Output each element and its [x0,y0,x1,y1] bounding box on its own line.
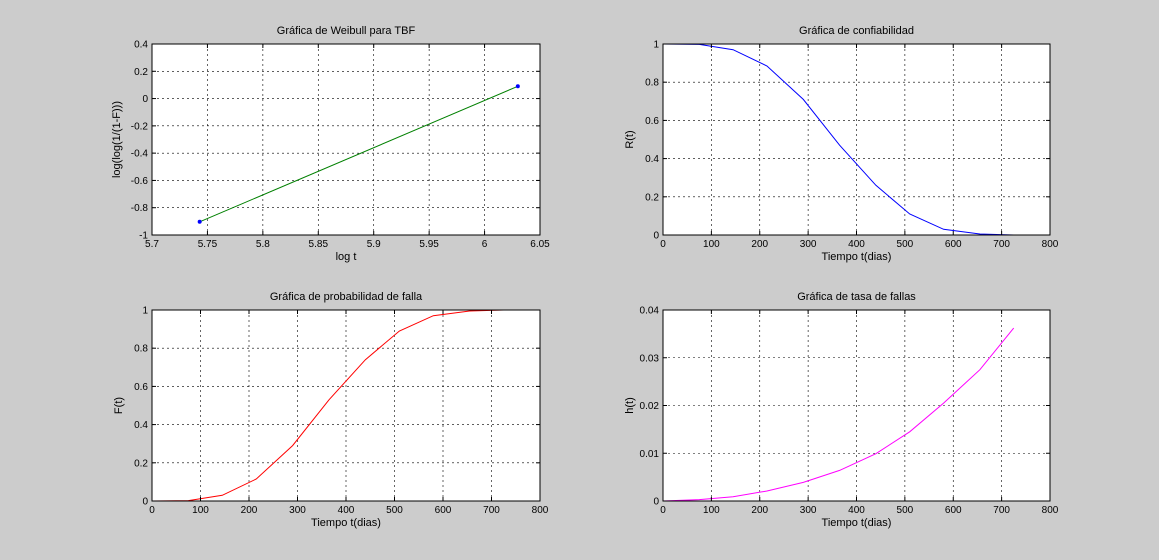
chart-failure_rate: 0 100 200 300 400 500 600 700 800 0 0.01 0.02 0.03 0.… [624,291,1059,529]
data-point [515,84,520,89]
x-tick-label: 800 [1042,239,1059,250]
y-tick-label: 0.4 [134,420,148,431]
x-tick-label: 200 [241,505,258,516]
x-tick-label: 700 [483,505,500,516]
y-tick-label: 0.4 [134,40,148,51]
series-line [199,85,518,223]
y-tick-label: 0.4 [645,154,659,165]
y-tick-label: -0.4 [131,149,149,160]
y-axis-label: h(t) [624,397,636,414]
y-tick-label: 0.03 [640,353,660,364]
x-tick-label: 600 [945,239,962,250]
x-axis-label: log t [336,251,357,263]
x-tick-label: 5.9 [367,239,381,250]
y-tick-label: 0 [142,94,148,105]
y-tick-label: 0.2 [134,458,148,469]
y-tick-label: -1 [139,231,148,242]
x-tick-label: 6.05 [530,239,550,250]
x-tick-label: 400 [338,505,355,516]
x-tick-label: 5.95 [419,239,439,250]
x-tick-label: 400 [848,239,865,250]
x-tick-label: 0 [660,505,666,516]
x-tick-label: 500 [897,505,914,516]
y-tick-label: 0 [142,497,148,508]
y-tick-label: 0.04 [640,306,660,317]
x-tick-label: 300 [800,505,817,516]
x-tick-label: 800 [532,505,549,516]
x-tick-label: 5.75 [198,239,218,250]
series-line [662,43,1014,236]
y-tick-label: 0.02 [640,401,660,412]
chart-title: Gráfica de probabilidad de falla [270,291,423,303]
x-tick-label: 200 [751,239,768,250]
y-tick-label: 0.6 [645,116,659,127]
y-tick-label: 0.8 [134,344,148,355]
x-tick-label: 400 [848,505,865,516]
y-axis-label: log(log(1/(1-F))) [111,101,123,178]
x-tick-label: 500 [897,239,914,250]
x-tick-label: 5.8 [256,239,270,250]
x-tick-label: 700 [993,505,1010,516]
x-tick-label: 5.7 [145,239,159,250]
x-tick-label: 300 [800,239,817,250]
chart-title: Gráfica de Weibull para TBF [277,25,416,37]
chart-failure_prob: 0 100 200 300 400 500 600 700 800 0 0.2 0.4 0.6 0.8 1 G… [113,291,549,529]
axes-frame [151,43,541,236]
chart-reliability: 0 100 200 300 400 500 600 700 800 0 0.2 0.4 0.6 0.8 1 G… [624,25,1059,263]
series-line [662,327,1015,502]
x-tick-label: 6 [482,239,488,250]
chart-weibull: 5.7 5.75 5.8 5.85 5.9 5.95 6 6.05 -1 -0.8 -0.6 -0.4… [111,25,550,263]
y-tick-label: 1 [653,40,659,51]
x-tick-label: 0 [660,239,666,250]
y-tick-label: 0.2 [134,67,148,78]
x-tick-label: 700 [993,239,1010,250]
y-tick-label: 0.2 [645,192,659,203]
y-axis-label: R(t) [624,130,636,148]
x-tick-label: 800 [1042,505,1059,516]
x-tick-label: 600 [435,505,452,516]
x-tick-label: 100 [703,239,720,250]
data-point [197,219,202,224]
y-tick-label: -0.6 [131,176,149,187]
y-tick-label: 0.01 [640,449,660,460]
x-axis-label: Tiempo t(dias) [822,251,892,263]
y-tick-label: 0.8 [645,78,659,89]
x-axis-label: Tiempo t(dias) [311,517,381,529]
x-tick-label: 500 [386,505,403,516]
x-tick-label: 200 [751,505,768,516]
x-tick-label: 100 [192,505,209,516]
y-tick-label: 0.6 [134,382,148,393]
y-tick-label: 0 [653,497,659,508]
x-tick-label: 5.85 [309,239,329,250]
x-tick-label: 100 [703,505,720,516]
chart-title: Gráfica de confiabilidad [799,25,914,37]
x-tick-label: 0 [149,505,155,516]
y-tick-label: 1 [142,306,148,317]
x-tick-label: 600 [945,505,962,516]
x-axis-label: Tiempo t(dias) [822,517,892,529]
y-tick-label: -0.8 [131,203,149,214]
y-axis-label: F(t) [113,397,125,414]
chart-title: Gráfica de tasa de fallas [797,291,916,303]
y-tick-label: -0.2 [131,121,149,132]
x-tick-label: 300 [289,505,306,516]
y-tick-label: 0 [653,231,659,242]
series-line [151,309,504,502]
plot-area [152,44,540,235]
